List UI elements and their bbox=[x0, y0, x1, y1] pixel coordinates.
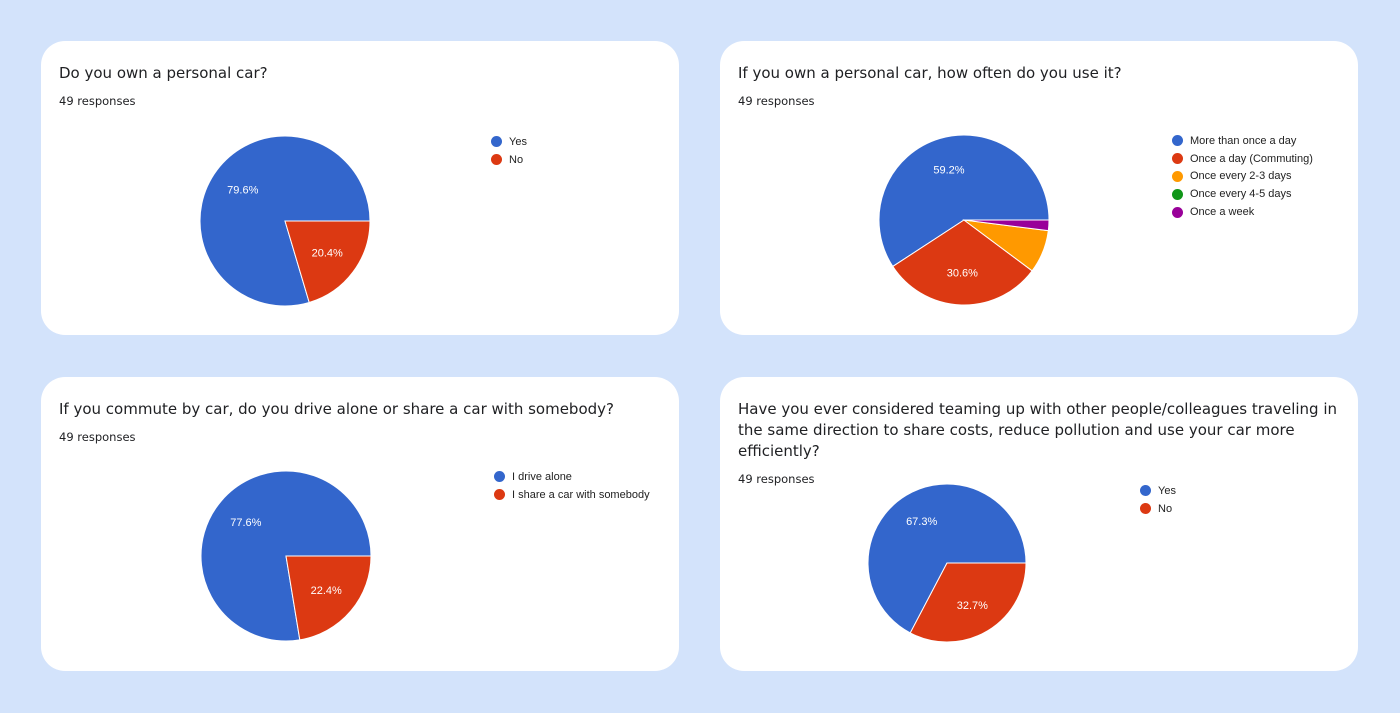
legend-swatch bbox=[1172, 153, 1183, 165]
legend-swatch bbox=[491, 136, 502, 148]
legend-swatch bbox=[494, 471, 505, 483]
legend-swatch bbox=[1140, 503, 1151, 515]
legend-item-i-share-a-car-with-somebody: I share a car with somebody bbox=[494, 486, 650, 504]
legend-item-once-a-day-commuting: Once a day (Commuting) bbox=[1172, 150, 1313, 168]
legend-item-yes: Yes bbox=[491, 133, 527, 151]
legend-label: Yes bbox=[509, 135, 527, 148]
question-title: Do you own a personal car? bbox=[59, 64, 268, 82]
legend-label: I drive alone bbox=[512, 470, 572, 483]
legend-item-once-a-week: Once a week bbox=[1172, 203, 1313, 221]
legend-label: Once every 2-3 days bbox=[1190, 170, 1292, 183]
legend-swatch bbox=[1172, 135, 1183, 147]
legend-label: I share a car with somebody bbox=[512, 488, 650, 501]
question-title: If you commute by car, do you drive alon… bbox=[59, 400, 614, 418]
pie-slice-yes bbox=[199, 135, 371, 307]
legend: I drive alone I share a car with somebody bbox=[494, 468, 650, 504]
legend-label: Once a day (Commuting) bbox=[1190, 152, 1313, 165]
slice-label-more-than-once-a-day: 59.2% bbox=[933, 164, 964, 176]
legend-label: No bbox=[509, 153, 524, 166]
pie-slice-once-a-day-commuting bbox=[892, 219, 1033, 306]
slice-label-yes: 67.3% bbox=[906, 516, 937, 528]
pie-slice-no bbox=[284, 220, 371, 304]
legend-item-more-than-once-a-day: More than once a day bbox=[1172, 132, 1313, 150]
response-count: 49 responses bbox=[59, 430, 136, 444]
pie-slice-no bbox=[909, 562, 1027, 643]
chart-card-usage-frequency: If you own a personal car, how often do … bbox=[720, 41, 1358, 335]
legend: Yes No bbox=[1140, 482, 1176, 518]
legend-item-no: No bbox=[1140, 500, 1176, 518]
pie-chart: 77.6% 22.4% bbox=[200, 470, 372, 642]
pie-chart: 67.3% 32.7% bbox=[867, 483, 1027, 643]
pie-slice-once-a-week bbox=[963, 219, 1050, 232]
response-count: 49 responses bbox=[59, 94, 136, 108]
legend: More than once a day Once a day (Commutin… bbox=[1172, 132, 1313, 221]
legend-item-no: No bbox=[491, 151, 527, 169]
legend-swatch bbox=[1172, 170, 1183, 182]
pie-chart: 79.6% 20.4% bbox=[199, 135, 371, 307]
pie-slice-i-share-a-car-with-somebody bbox=[285, 555, 372, 641]
legend-item-once-every-4-5-days: Once every 4-5 days bbox=[1172, 185, 1313, 203]
chart-card-own-car: Do you own a personal car? 49 responses … bbox=[41, 41, 679, 335]
legend-label: No bbox=[1158, 502, 1173, 515]
response-count: 49 responses bbox=[738, 472, 815, 486]
pie-slice-more-than-once-a-day bbox=[878, 134, 1050, 268]
question-title: If you own a personal car, how often do … bbox=[738, 64, 1122, 82]
pie-slice-yes bbox=[867, 483, 1027, 634]
chart-card-carpool-interest: Have you ever considered teaming up with… bbox=[720, 377, 1358, 671]
legend-label: Yes bbox=[1158, 484, 1176, 497]
legend-swatch bbox=[494, 489, 505, 501]
legend-item-once-every-2-3-days: Once every 2-3 days bbox=[1172, 168, 1313, 186]
chart-card-drive-alone: If you commute by car, do you drive alon… bbox=[41, 377, 679, 671]
slice-label-once-a-day-commuting: 30.6% bbox=[947, 268, 978, 280]
legend-label: Once a week bbox=[1190, 206, 1255, 219]
legend-swatch bbox=[1140, 485, 1151, 497]
legend-label: More than once a day bbox=[1190, 134, 1297, 147]
legend-swatch bbox=[1172, 206, 1183, 218]
legend-swatch bbox=[491, 154, 502, 166]
slice-label-yes: 79.6% bbox=[227, 184, 258, 196]
question-title: Have you ever considered teaming up with… bbox=[738, 400, 1338, 460]
legend-item-yes: Yes bbox=[1140, 482, 1176, 500]
slice-label-i-share-a-car-with-somebody: 22.4% bbox=[311, 585, 342, 597]
legend-label: Once every 4-5 days bbox=[1190, 188, 1292, 201]
legend-swatch bbox=[1172, 188, 1183, 200]
pie-slice-i-drive-alone bbox=[200, 470, 372, 642]
slice-label-no: 32.7% bbox=[957, 600, 988, 612]
pie-chart: 59.2% 30.6% bbox=[878, 134, 1050, 306]
response-count: 49 responses bbox=[738, 94, 815, 108]
slice-label-no: 20.4% bbox=[312, 248, 343, 260]
legend-item-i-drive-alone: I drive alone bbox=[494, 468, 650, 486]
slice-label-i-drive-alone: 77.6% bbox=[230, 517, 261, 529]
legend: Yes No bbox=[491, 133, 527, 169]
